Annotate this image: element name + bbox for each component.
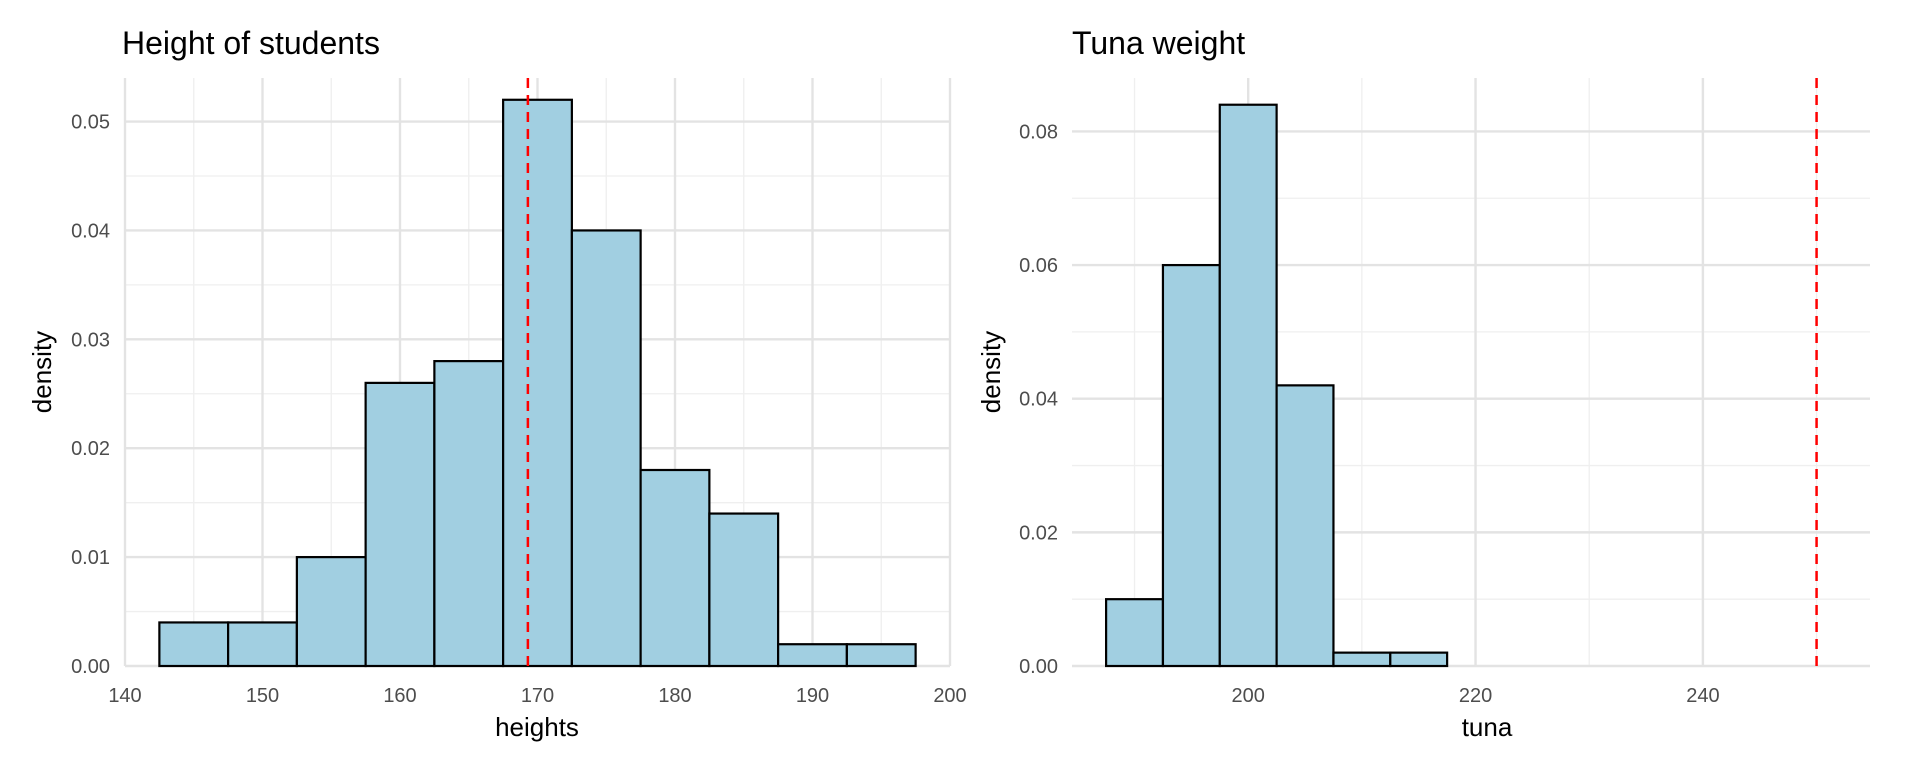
histogram-bar-8 <box>639 468 711 668</box>
y-tick-label: 0.08 <box>1019 121 1058 143</box>
chart-panel-2: 0.00 0.02 0.04 0.06 0.08 200 220 240 Tuna weight… <box>976 25 1870 742</box>
x-tick-label: 180 <box>658 685 691 707</box>
histogram-bar-2 <box>1161 263 1221 668</box>
histogram-bar-5 <box>1332 651 1392 668</box>
histogram-bar-7 <box>570 229 642 668</box>
histogram-bar-6 <box>502 98 573 668</box>
histogram-bar-6 <box>1389 651 1449 668</box>
y-tick-label: 0.02 <box>1019 522 1058 544</box>
histogram-bar-5 <box>433 360 505 668</box>
histogram-bar-9 <box>708 512 780 668</box>
y-tick-label: 0.01 <box>71 547 110 569</box>
histogram-bar-4 <box>1275 384 1335 668</box>
x-axis-title: tuna <box>1462 712 1513 742</box>
y-tick-label: 0.05 <box>71 112 110 134</box>
y-tick-label: 0.06 <box>1019 255 1058 277</box>
y-tick-label: 0.04 <box>71 220 110 242</box>
histogram-bar-3 <box>295 556 367 668</box>
y-tick-label: 0.04 <box>1019 389 1058 411</box>
y-tick-label: 0.00 <box>1019 656 1058 678</box>
chart-title: Tuna weight <box>1072 25 1245 61</box>
x-tick-label: 190 <box>796 685 829 707</box>
y-tick-label: 0.00 <box>71 656 110 678</box>
x-tick-label: 220 <box>1459 685 1492 707</box>
chart-panel-1: 0.00 0.01 0.02 0.03 0.04 0.05 140 150 160 170 180 1… <box>27 25 967 742</box>
x-tick-label: 160 <box>383 685 416 707</box>
histogram-bar-4 <box>364 381 436 668</box>
x-tick-label: 150 <box>246 685 279 707</box>
x-tick-label: 200 <box>1232 685 1265 707</box>
x-axis-title: heights <box>495 712 579 742</box>
histogram-bar-10 <box>777 643 848 668</box>
y-tick-label: 0.03 <box>71 329 110 351</box>
x-tick-label: 240 <box>1686 685 1719 707</box>
histogram-bar-11 <box>845 643 917 668</box>
x-tick-label: 200 <box>933 685 966 707</box>
y-tick-label: 0.02 <box>71 438 110 460</box>
y-axis-title: density <box>976 331 1006 413</box>
y-axis-title: density <box>27 331 57 413</box>
histogram-bar-1 <box>158 621 230 668</box>
x-tick-label: 170 <box>521 685 554 707</box>
chart-title: Height of students <box>122 25 380 61</box>
histogram-bar-2 <box>227 621 298 668</box>
histogram-bar-1 <box>1105 598 1165 668</box>
x-tick-label: 140 <box>108 685 141 707</box>
histogram-bar-3 <box>1218 103 1278 668</box>
